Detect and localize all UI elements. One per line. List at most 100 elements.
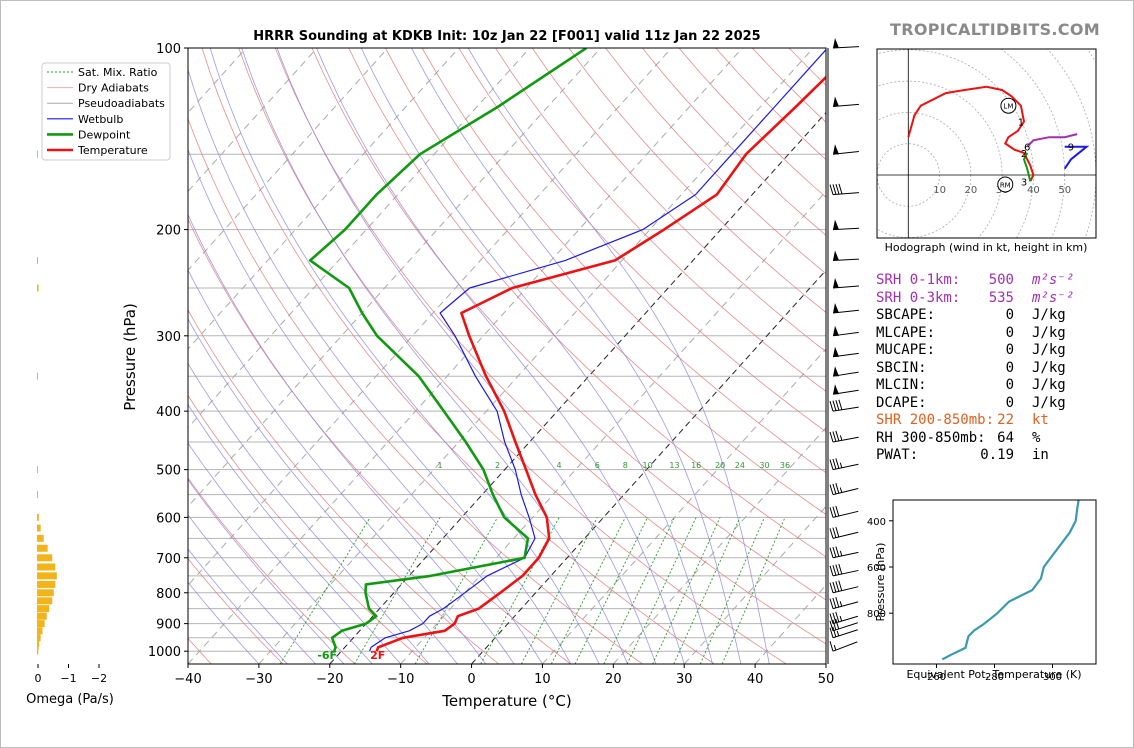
index-label: SRH 0-3km: — [876, 289, 961, 306]
height-label: 1 — [1018, 117, 1024, 128]
x-tick-label: 50 — [818, 672, 835, 687]
mixing-ratio-label: 13 — [669, 461, 679, 470]
barb-flag — [832, 431, 837, 442]
barb-flag — [835, 483, 840, 494]
y-tick-label: 600 — [156, 511, 181, 526]
hodograph-panel: 102030405012369LMRM — [876, 48, 1097, 239]
theta-e-axis-label: Equivalent Pot. Temperature (K) — [906, 668, 1081, 681]
barb-flag — [835, 546, 840, 557]
barb-pennant — [833, 366, 839, 377]
barb-flag — [835, 564, 840, 575]
dewpoint-line — [308, 48, 588, 652]
height-label: 2 — [1021, 149, 1027, 160]
barb-pennant — [833, 303, 839, 314]
barb-flag — [829, 641, 834, 652]
index-row: SRH 0-1km: 500 m²s⁻² — [876, 272, 1106, 290]
isotherm — [612, 426, 826, 664]
omega-bar — [37, 643, 39, 651]
isotherm — [542, 348, 826, 664]
omega-tick-label: 0 — [35, 672, 42, 685]
barb-staff — [832, 622, 858, 632]
skewt-traces: -6F 2F — [308, 48, 826, 662]
mixing-ratio-label: 24 — [735, 461, 745, 470]
omega-panel: 0 −1 −2 — [35, 150, 107, 685]
barb-pennant — [833, 346, 839, 357]
barb-flag — [829, 620, 834, 631]
barb-half — [839, 462, 843, 468]
mixing-ratio-label: 20 — [715, 461, 725, 470]
y-tick-label: 400 — [156, 405, 181, 420]
legend-label: Dewpoint — [78, 128, 131, 141]
index-value: 0.19 — [980, 447, 1014, 463]
omega-bar — [37, 256, 38, 264]
index-unit: J/kg — [1032, 359, 1066, 376]
y-tick-label: 200 — [156, 224, 181, 239]
barb-staff — [832, 569, 859, 577]
barb-flag — [835, 400, 840, 411]
barb-half — [839, 435, 843, 441]
x-tick-label: 40 — [747, 672, 764, 687]
x-tick-label: −20 — [316, 672, 343, 687]
skewt-grid: 1 2 4 6 8 10 13 16 20 24 30 36 — [188, 48, 826, 664]
legend-label: Pseudoadiabats — [78, 97, 165, 110]
barb-flag — [832, 483, 837, 495]
barb-flag — [832, 527, 837, 538]
omega-bar — [37, 634, 41, 642]
barb-staff — [832, 488, 859, 496]
barb-pennant — [833, 96, 839, 107]
index-label: DCAPE: — [876, 394, 927, 411]
x-tick-label: −10 — [387, 672, 414, 687]
plot-border — [187, 47, 827, 665]
omega-bar — [37, 647, 39, 655]
isotherm — [471, 269, 826, 664]
index-label: MLCIN: — [876, 377, 927, 393]
barb-flag — [832, 184, 837, 195]
omega-bar — [37, 524, 41, 532]
barb-flag — [838, 563, 843, 575]
pseudoadiabat — [188, 318, 458, 664]
index-unit: J/kg — [1032, 394, 1066, 411]
barb-half — [839, 615, 843, 622]
barb-flag — [829, 484, 834, 495]
index-row: SRH 0-3km: 535 m²s⁻² — [876, 290, 1106, 308]
omega-bar — [37, 572, 57, 580]
barb-flag — [829, 507, 834, 518]
pseudoadiabat — [241, 48, 628, 664]
isotherm — [683, 505, 826, 664]
trace-group — [308, 48, 826, 652]
surface-dewpoint-label: -6F — [317, 649, 337, 662]
omega-bar — [37, 372, 38, 380]
height-label: 9 — [1068, 143, 1074, 154]
barb-flag — [829, 528, 834, 539]
barb-pennant — [833, 250, 839, 261]
isotherm — [258, 48, 814, 664]
barb-pennant — [833, 144, 839, 155]
barb-flag — [835, 183, 840, 195]
barb-flag — [829, 627, 834, 638]
barb-pennant — [833, 219, 839, 230]
x-tick-label: 10 — [534, 672, 551, 687]
hodograph-area: 102030405012369LMRM — [877, 49, 1096, 238]
omega-bar — [37, 580, 56, 588]
temperature-line — [375, 75, 826, 652]
wind-barbs — [827, 38, 859, 664]
barb-flag — [835, 581, 840, 592]
index-unit: % — [1032, 429, 1041, 446]
chart-title: HRRR Sounding at KDKB Init: 10z Jan 22 [… — [253, 29, 760, 44]
isotherm — [188, 48, 672, 586]
mixing-ratio-line — [626, 517, 697, 664]
pseudoadiabat — [188, 548, 288, 664]
pseudoadiabat — [188, 581, 260, 664]
index-value: 0 — [1005, 377, 1014, 393]
height-label: 3 — [1021, 177, 1027, 188]
barb-flag — [832, 612, 837, 623]
wind-barb — [829, 526, 859, 539]
index-label: SBCAPE: — [876, 307, 936, 323]
mixing-ratio-line — [574, 517, 649, 664]
wind-barb — [829, 458, 859, 471]
barb-flag — [835, 596, 840, 608]
pseudoadiabat — [411, 48, 742, 664]
theta-e-y-label: Pressure (hPa) — [874, 543, 887, 622]
ring-label: 20 — [964, 185, 977, 196]
dry-adiabat — [188, 477, 356, 664]
